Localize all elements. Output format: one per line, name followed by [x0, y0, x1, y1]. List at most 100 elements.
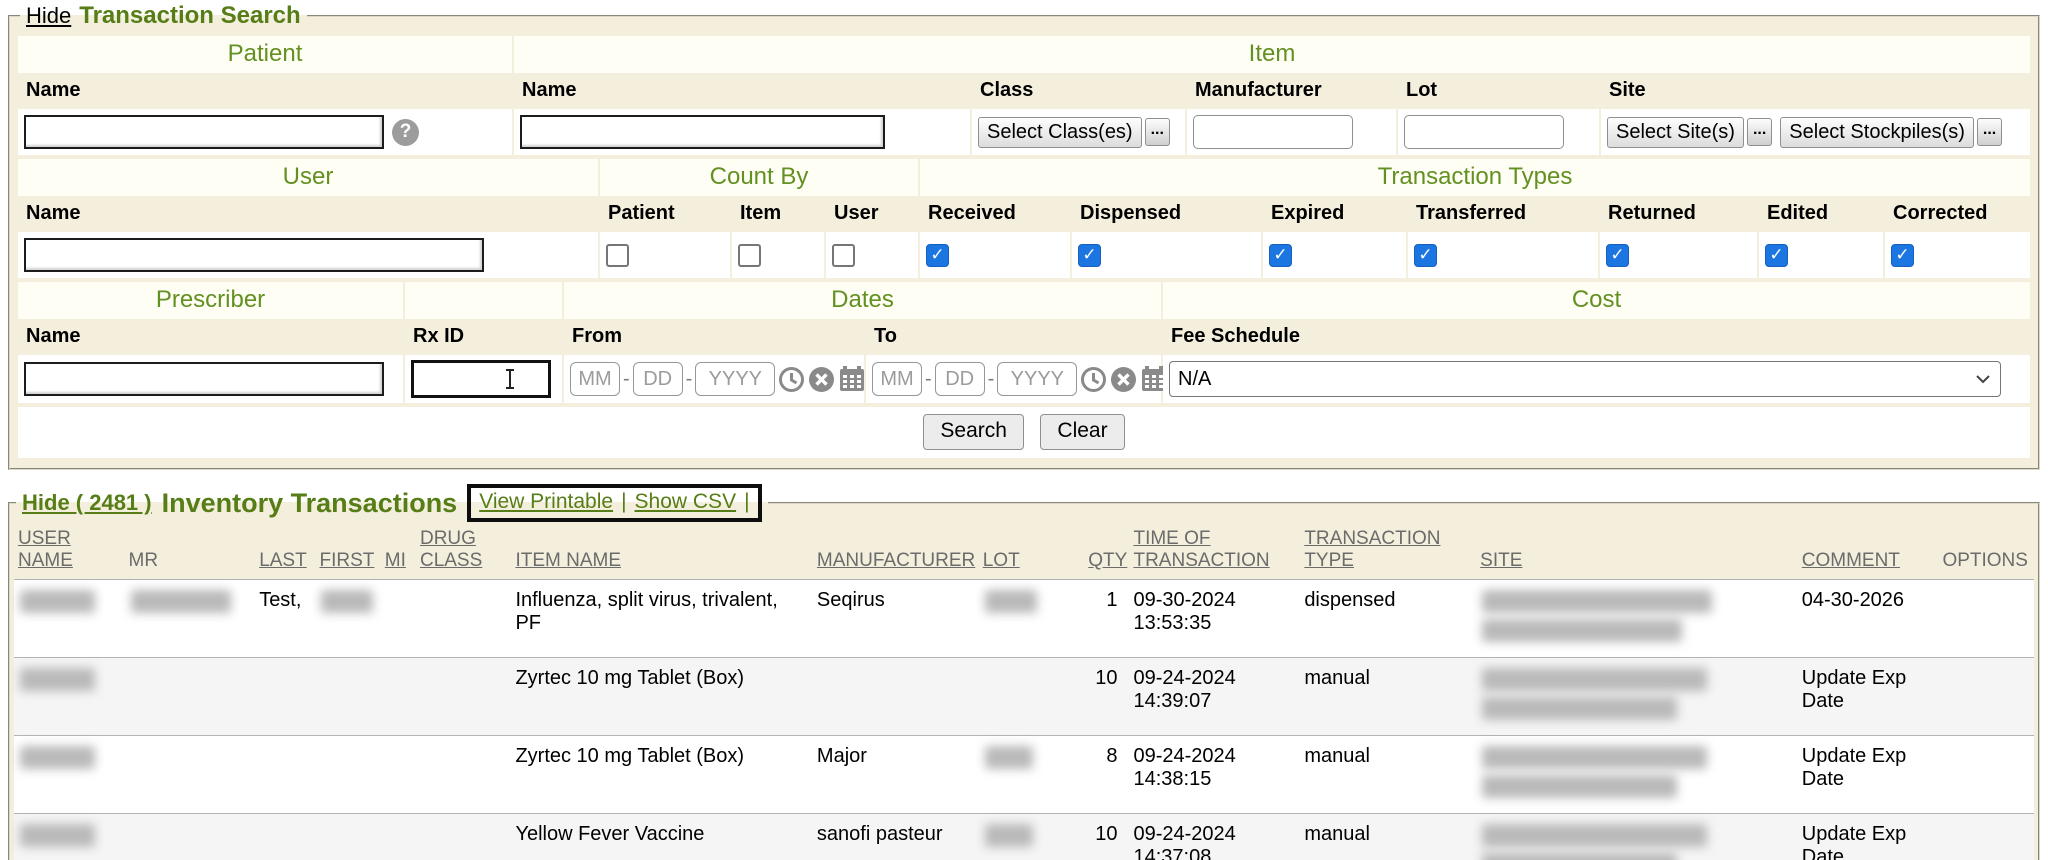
to-month-input[interactable]: [872, 362, 922, 396]
count-by-section-header: Count By: [600, 159, 918, 196]
to-clear-icon[interactable]: [1110, 366, 1137, 393]
fee-schedule-select[interactable]: N/A: [1169, 361, 2001, 397]
redacted-text: [20, 668, 95, 691]
rx-id-input[interactable]: [411, 360, 551, 398]
cell-user: [14, 736, 125, 814]
column-header-lot[interactable]: LOT: [978, 524, 1085, 580]
type-received-checkbox[interactable]: ✓: [926, 243, 949, 267]
column-header-last[interactable]: LAST: [255, 524, 316, 580]
item-lot-label: Lot: [1398, 75, 1599, 107]
to-time-clock-icon[interactable]: [1080, 366, 1107, 393]
count-by-user-label: User: [826, 198, 918, 230]
from-time-clock-icon[interactable]: [778, 366, 805, 393]
column-header-label[interactable]: FIRST: [319, 550, 375, 571]
cell-lot: [979, 736, 1085, 814]
column-header-label[interactable]: ITEM NAME: [515, 550, 621, 571]
column-header-manufacturer[interactable]: MANUFACTURER: [812, 524, 979, 580]
type-returned-checkbox[interactable]: ✓: [1606, 243, 1629, 267]
to-year-input[interactable]: [997, 362, 1078, 396]
redacted-text: [1482, 746, 1708, 769]
column-header-label[interactable]: MANUFACTURER: [816, 550, 976, 571]
column-header-label[interactable]: DRUG CLASS: [419, 528, 483, 571]
column-header-label[interactable]: LAST: [259, 550, 307, 571]
prescriber-name-input[interactable]: [24, 362, 384, 396]
to-calendar-icon[interactable]: [1140, 365, 1168, 393]
column-header-label[interactable]: LOT: [982, 550, 1020, 571]
from-year-input[interactable]: [695, 362, 776, 396]
transaction-types-section-header: Transaction Types: [920, 159, 2030, 196]
date-dash: -: [685, 367, 693, 390]
cell-drug_class: [416, 814, 511, 860]
from-clear-icon[interactable]: [808, 366, 835, 393]
from-day-input[interactable]: [632, 362, 683, 396]
select-stockpiles-ellipsis-button[interactable]: ...: [1976, 118, 2003, 146]
type-corrected-checkbox[interactable]: ✓: [1891, 243, 1914, 267]
patient-name-input[interactable]: [24, 115, 384, 149]
column-header-drug_class[interactable]: DRUG CLASS: [415, 524, 512, 580]
type-expired-checkbox[interactable]: ✓: [1269, 243, 1292, 267]
column-header-label[interactable]: MI: [384, 550, 406, 571]
item-manufacturer-label: Manufacturer: [1187, 75, 1396, 107]
select-stockpiles-button[interactable]: Select Stockpiles(s): [1780, 116, 1974, 148]
type-dispensed-checkbox[interactable]: ✓: [1078, 243, 1101, 267]
transactions-table-header: USER NAME MR LAST FIRST MI DRUG CLASS ITEM NAM…: [14, 524, 2034, 580]
from-month-input[interactable]: [570, 362, 620, 396]
column-header-label[interactable]: COMMENT: [1801, 550, 1900, 571]
column-header-label[interactable]: QTY: [1088, 550, 1128, 571]
select-sites-ellipsis-button[interactable]: ...: [1746, 118, 1773, 146]
column-header-label[interactable]: SITE: [1480, 550, 1523, 571]
column-header-label[interactable]: TIME OF TRANSACTION: [1133, 528, 1270, 571]
user-name-input[interactable]: [24, 238, 484, 272]
cell-options: [1938, 658, 2034, 736]
column-header-label[interactable]: TRANSACTION TYPE: [1304, 528, 1441, 571]
hide-transactions-link[interactable]: Hide ( 2481 ): [22, 490, 152, 515]
type-transferred-checkbox[interactable]: ✓: [1414, 243, 1437, 267]
lot-input[interactable]: [1404, 115, 1564, 149]
cell-item: Zyrtec 10 mg Tablet (Box): [515, 745, 745, 767]
patient-item-row-group: Patient Item Name Name Class Manufacture…: [18, 36, 2030, 155]
link-separator: |: [621, 490, 627, 513]
column-header-time[interactable]: TIME OF TRANSACTION: [1129, 524, 1301, 580]
item-name-input[interactable]: [520, 115, 885, 149]
from-calendar-icon[interactable]: [838, 365, 866, 393]
cell-manufacturer: [813, 658, 979, 736]
column-header-qty[interactable]: QTY: [1084, 524, 1130, 580]
clear-button[interactable]: Clear: [1040, 414, 1125, 450]
column-header-comment[interactable]: COMMENT: [1797, 524, 1939, 580]
dates-from-label: From: [564, 321, 864, 353]
redacted-text: [984, 746, 1033, 769]
column-header-label[interactable]: USER NAME: [18, 528, 73, 571]
type-edited-checkbox[interactable]: ✓: [1765, 243, 1788, 267]
select-classes-button[interactable]: Select Class(es): [978, 116, 1142, 148]
redacted-text: [1482, 853, 1678, 860]
column-header-item[interactable]: ITEM NAME: [511, 524, 813, 580]
select-sites-button[interactable]: Select Site(s): [1607, 116, 1744, 148]
column-header-site[interactable]: SITE: [1476, 524, 1798, 580]
column-header-mi[interactable]: MI: [380, 524, 416, 580]
count-by-item-checkbox[interactable]: [738, 243, 761, 267]
count-by-user-checkbox[interactable]: [832, 243, 855, 267]
table-row: Test, Influenza, split virus, trivalent, …: [14, 579, 2034, 658]
cell-time: 09-30-2024 13:53:35: [1133, 589, 1236, 634]
cell-manufacturer: sanofi pasteur: [816, 823, 943, 845]
cell-mi: [381, 580, 416, 658]
user-name-label: Name: [18, 198, 598, 230]
type-edited-label: Edited: [1759, 198, 1883, 230]
show-csv-link[interactable]: Show CSV: [634, 490, 737, 513]
cell-site: [1476, 736, 1798, 814]
count-by-patient-checkbox[interactable]: [606, 243, 629, 267]
column-header-type[interactable]: TRANSACTION TYPE: [1300, 524, 1477, 580]
view-printable-link[interactable]: View Printable: [479, 490, 614, 513]
search-button[interactable]: Search: [923, 414, 1024, 450]
cell-item: Influenza, split virus, trivalent, PF: [515, 589, 778, 634]
select-classes-ellipsis-button[interactable]: ...: [1144, 118, 1170, 146]
type-transferred-label: Transferred: [1408, 198, 1598, 230]
hide-search-link[interactable]: Hide: [26, 3, 72, 28]
cell-mr: [125, 658, 256, 736]
cell-time: 09-24-2024 14:39:07: [1133, 667, 1236, 712]
manufacturer-input[interactable]: [1193, 115, 1353, 149]
column-header-first[interactable]: FIRST: [315, 524, 381, 580]
to-day-input[interactable]: [934, 362, 985, 396]
help-icon[interactable]: ?: [392, 118, 419, 146]
column-header-user[interactable]: USER NAME: [14, 524, 125, 580]
